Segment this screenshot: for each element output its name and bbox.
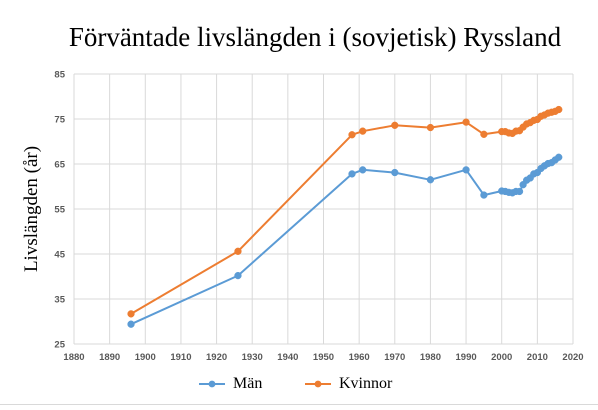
x-tick-label: 1930: [242, 352, 263, 363]
y-tick-label: 35: [54, 295, 65, 306]
legend-marker-icon: [305, 380, 331, 388]
series-line-2: [130, 108, 560, 315]
x-tick-label: 1950: [313, 352, 334, 363]
legend-label: Kvinnor: [339, 375, 393, 392]
data-point: [555, 153, 563, 161]
data-point: [234, 247, 242, 255]
data-point: [234, 271, 242, 280]
y-tick-label: 75: [54, 115, 65, 126]
x-tick-label: 1980: [420, 352, 441, 363]
x-tick-label: 2000: [491, 352, 512, 363]
legend-marker-icon: [199, 380, 225, 388]
chart-title: Förväntade livslängden i (sovjetisk) Rys…: [68, 22, 562, 52]
data-point: [391, 121, 399, 129]
data-point: [127, 320, 135, 328]
data-point: [462, 166, 470, 174]
data-point: [462, 118, 470, 126]
legend-item: Kvinnor: [305, 372, 392, 396]
data-point: [127, 310, 135, 318]
x-tick-label: 1990: [456, 352, 477, 363]
data-point: [359, 166, 367, 174]
y-tick-label: 55: [54, 205, 65, 216]
data-point: [515, 187, 524, 196]
x-tick-label: 1940: [277, 352, 298, 363]
data-point: [426, 123, 435, 132]
data-point: [359, 127, 367, 135]
y-tick-label: 25: [54, 340, 65, 351]
x-tick-label: 1880: [63, 352, 84, 363]
y-tick-label: 85: [54, 70, 65, 81]
data-point: [480, 130, 488, 138]
data-point: [426, 176, 435, 184]
x-tick-label: 1920: [206, 352, 227, 363]
x-tick-label: 2020: [562, 352, 583, 363]
legend: Män Kvinnor: [0, 372, 598, 396]
x-tick-label: 1910: [170, 352, 191, 363]
divider: [0, 404, 598, 405]
y-tick-label: 45: [54, 250, 65, 261]
x-tick-label: 1970: [384, 352, 405, 363]
data-point: [391, 168, 399, 177]
x-tick-label: 1960: [349, 352, 370, 363]
legend-label: Män: [233, 375, 263, 392]
data-point: [348, 170, 356, 178]
x-tick-label: 1900: [135, 352, 156, 363]
y-tick-label: 65: [54, 160, 65, 171]
x-tick-label: 1890: [99, 352, 120, 363]
data-point: [348, 131, 356, 139]
x-tick-label: 2010: [527, 352, 548, 363]
data-point: [480, 191, 488, 199]
legend-item: Män: [199, 372, 262, 396]
data-point: [555, 105, 563, 114]
